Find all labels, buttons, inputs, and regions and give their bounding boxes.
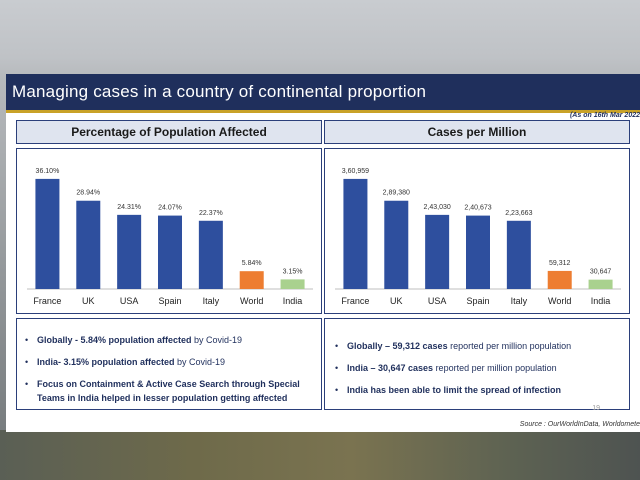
pct-tick-label-india: India xyxy=(283,296,303,306)
bullet-bold-text: Globally - 5.84% population affected xyxy=(37,335,192,345)
cpm-bar-uk xyxy=(384,200,409,289)
cpm-data-label-spain: 2,40,673 xyxy=(464,205,491,212)
cpm-bar-italy xyxy=(506,220,531,289)
bullet-bold-text: India – 30,647 cases xyxy=(347,363,434,373)
page-number: 19 xyxy=(592,405,600,412)
cpm-tick-label-uk: UK xyxy=(390,296,403,306)
pct-data-label-usa: 24.31% xyxy=(117,204,141,211)
cpm-bar-world xyxy=(547,270,572,289)
left-bullet-1: • India- 3.15% population affected by Cov… xyxy=(21,355,315,369)
cpm-tick-label-world: World xyxy=(548,296,571,306)
bullet-text: by Covid-19 xyxy=(191,335,243,345)
pct-tick-label-usa: USA xyxy=(120,296,139,306)
population-affected-chart: 36.10% France 28.94% UK 24.31% USA 24.07% Spain… xyxy=(16,148,322,314)
bullet-dot: • xyxy=(25,357,29,367)
cpm-data-label-france: 3,60,959 xyxy=(342,168,369,175)
cpm-bar-france xyxy=(343,178,368,289)
bullet-text: by Covid-19 xyxy=(174,357,226,367)
source-note: Source : OurWorldInData, Worldomete xyxy=(519,421,640,428)
bullet-dot: • xyxy=(335,363,339,373)
background-scene xyxy=(0,430,640,480)
left-bullet-2: • Focus on Containment & Active Case Sear… xyxy=(21,377,315,405)
cpm-tick-label-italy: Italy xyxy=(511,296,528,306)
cpm-tick-label-spain: Spain xyxy=(466,296,489,306)
cpm-data-label-india: 30,647 xyxy=(590,269,612,276)
pct-tick-label-france: France xyxy=(33,296,61,306)
bullet-bold-text: Focus on Containment & Active Case Searc… xyxy=(37,379,300,403)
pct-tick-label-world: World xyxy=(240,296,263,306)
left-bullet-0: • Globally - 5.84% population affected by… xyxy=(21,333,315,347)
bullet-bold-text: India has been able to limit the spread … xyxy=(347,385,562,395)
bullet-dot: • xyxy=(335,385,339,395)
cpm-tick-label-india: India xyxy=(591,296,611,306)
header-bar: Managing cases in a country of continent… xyxy=(6,74,640,113)
right-bullet-1: • India – 30,647 cases reported per milli… xyxy=(331,361,623,375)
cpm-data-label-italy: 2,23,663 xyxy=(505,210,532,217)
bullet-dot: • xyxy=(25,379,29,389)
bullet-text: reported per million population xyxy=(433,363,557,373)
pct-data-label-spain: 24.07% xyxy=(158,205,182,212)
pct-bar-india xyxy=(280,279,305,289)
pct-bar-spain xyxy=(158,215,182,289)
bullet-dot: • xyxy=(335,341,339,351)
cpm-tick-label-usa: USA xyxy=(428,296,447,306)
cpm-bar-india xyxy=(588,279,613,289)
pct-bar-uk xyxy=(76,200,101,289)
bullet-bold-text: India- 3.15% population affected xyxy=(37,357,175,367)
pct-bar-world xyxy=(239,271,264,289)
pct-tick-label-italy: Italy xyxy=(203,296,220,306)
pct-tick-label-spain: Spain xyxy=(158,296,181,306)
pct-bar-usa xyxy=(117,214,142,289)
slide-title: Managing cases in a country of continent… xyxy=(12,82,427,101)
bullet-bold-text: Globally – 59,312 cases xyxy=(347,341,448,351)
cases-per-million-svg: 3,60,959 France 2,89,380 UK 2,43,030 USA 2,40,… xyxy=(335,168,621,306)
left-panel-title: Percentage of Population Affected xyxy=(16,120,322,144)
left-bullets: • Globally - 5.84% population affected by… xyxy=(16,318,322,410)
right-panel-title: Cases per Million xyxy=(324,120,630,144)
pct-data-label-india: 3.15% xyxy=(283,268,303,275)
bullet-dot: • xyxy=(25,335,29,345)
cpm-tick-label-france: France xyxy=(341,296,369,306)
cpm-bar-spain xyxy=(466,215,490,289)
pct-data-label-france: 36.10% xyxy=(36,168,60,175)
right-bullets: • Globally – 59,312 cases reported per mi… xyxy=(324,318,630,410)
pct-data-label-world: 5.84% xyxy=(242,260,262,267)
cpm-bar-usa xyxy=(425,214,450,289)
cpm-data-label-uk: 2,89,380 xyxy=(383,190,410,197)
right-bullet-2: • India has been able to limit the spread… xyxy=(331,383,623,397)
cpm-data-label-usa: 2,43,030 xyxy=(424,204,451,211)
pct-tick-label-uk: UK xyxy=(82,296,95,306)
date-note: (As on 16th Mar 2022 xyxy=(569,112,640,119)
bullet-text: reported per million population xyxy=(447,341,572,351)
cpm-data-label-world: 59,312 xyxy=(549,260,571,267)
population-affected-svg: 36.10% France 28.94% UK 24.31% USA 24.07% Spain… xyxy=(27,168,313,306)
pct-data-label-uk: 28.94% xyxy=(76,190,100,197)
pct-bar-france xyxy=(35,178,60,289)
pct-data-label-italy: 22.37% xyxy=(199,210,223,217)
slide: Managing cases in a country of continent… xyxy=(6,74,640,432)
cases-per-million-chart: 3,60,959 France 2,89,380 UK 2,43,030 USA 2,40,… xyxy=(324,148,630,314)
pct-bar-italy xyxy=(198,220,223,289)
right-bullet-0: • Globally – 59,312 cases reported per mi… xyxy=(331,339,623,353)
